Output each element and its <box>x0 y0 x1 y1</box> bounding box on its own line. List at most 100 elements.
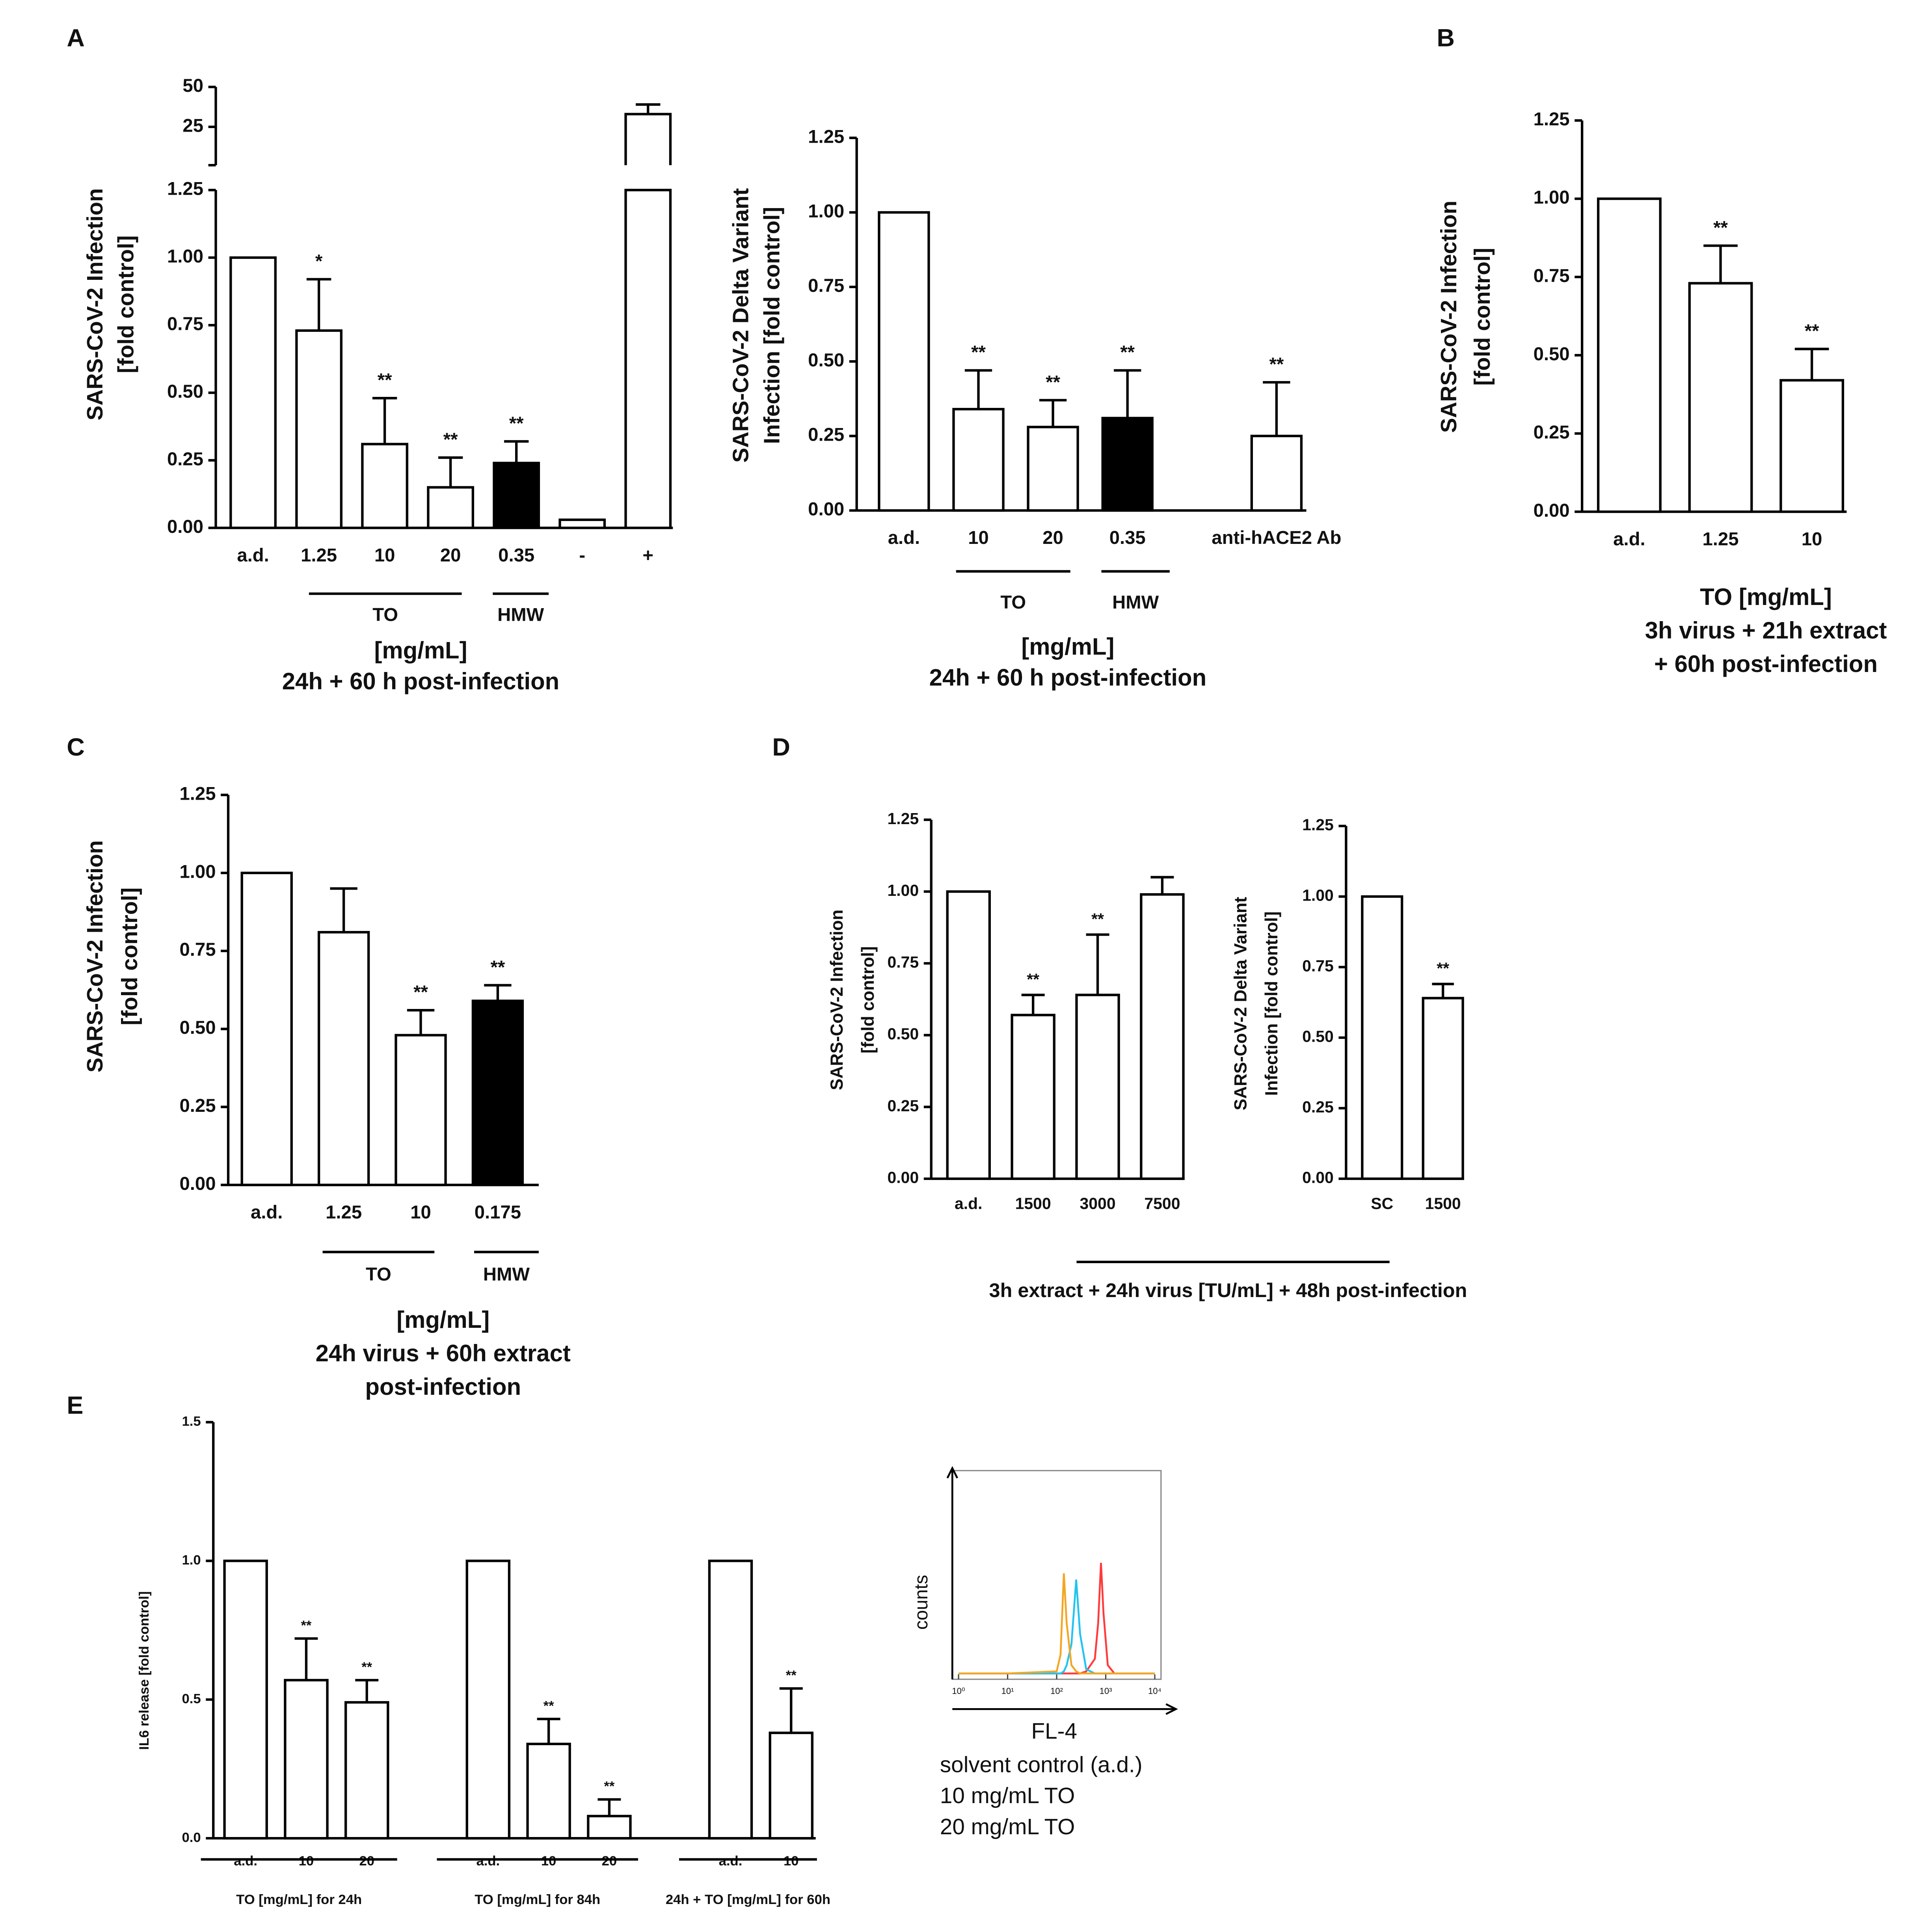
group-label: HMW <box>497 605 544 625</box>
y-tick-label: 1.00 <box>888 881 919 899</box>
group-label: TO <box>372 605 398 625</box>
y-tick-label: 0.25 <box>888 1096 919 1115</box>
y-tick-label: 0.00 <box>888 1169 919 1187</box>
y-tick-label: 0.75 <box>1302 957 1334 975</box>
y-axis-label: SARS-CoV-2 Delta Variant <box>1231 897 1250 1110</box>
x-tick-label: 10¹ <box>1001 1686 1014 1696</box>
y-tick-label: 0.00 <box>167 516 203 537</box>
bar <box>1140 893 1185 1180</box>
significance: ** <box>971 342 986 363</box>
x-tick-label: 1.25 <box>1703 529 1739 549</box>
bar <box>240 871 293 1186</box>
y-tick-label: 0.25 <box>1302 1098 1334 1116</box>
bar <box>344 1701 389 1840</box>
x-tick-label: a.d. <box>955 1195 983 1213</box>
significance: ** <box>1027 970 1039 988</box>
group-label: HMW <box>1112 592 1159 613</box>
bar <box>229 256 277 529</box>
error-bar <box>484 984 512 1001</box>
y-axis-label: Infection [fold control] <box>760 207 785 444</box>
x-tick-label: 10 <box>374 545 395 566</box>
histogram-curve <box>959 1573 1155 1675</box>
y-axis-label: Infection [fold control] <box>1262 911 1281 1096</box>
y-axis-label: SARS-CoV-2 Infection <box>1437 201 1461 433</box>
y-tick-label: 1.25 <box>808 126 844 147</box>
x-tick-label: 20 <box>602 1854 617 1869</box>
x-tick-label: - <box>579 545 585 566</box>
x-tick-label: a.d. <box>476 1854 500 1869</box>
x-tick-label: anti-hACE2 Ab <box>1212 527 1341 548</box>
y-tick-label: 50 <box>182 75 203 96</box>
x-axis-label: TO [mg/mL] <box>1700 584 1832 610</box>
x-tick-label: 7500 <box>1144 1195 1180 1213</box>
x-axis-label: 24h + 60 h post-infection <box>282 668 559 694</box>
error-bar <box>1114 369 1141 418</box>
x-tick-label: 10² <box>1050 1686 1063 1696</box>
panel-label: A <box>67 24 85 52</box>
group-label: 24h + TO [mg/mL] for 60h <box>666 1892 830 1907</box>
y-tick-label: 0.50 <box>1302 1027 1334 1046</box>
bar <box>878 211 930 512</box>
y-tick-label: 1.25 <box>167 179 203 199</box>
error-bar <box>1794 348 1829 380</box>
x-tick-label: 1.25 <box>326 1202 362 1223</box>
bar <box>361 443 408 529</box>
x-tick-label: 0.35 <box>1109 527 1146 548</box>
legend-entry: 10 mg/mL TO <box>940 1783 1075 1808</box>
legend-entry: 20 mg/mL TO <box>940 1815 1075 1839</box>
bar <box>558 518 606 529</box>
significance: ** <box>1269 354 1284 375</box>
bar <box>708 1560 753 1840</box>
group-label: HMW <box>483 1264 530 1285</box>
error-bar <box>1703 244 1738 283</box>
x-tick-label: 10 <box>1802 529 1822 549</box>
x-axis-label: + 60h post-infection <box>1654 651 1878 677</box>
y-axis-label: [fold control] <box>858 946 878 1053</box>
bar <box>1075 994 1120 1180</box>
bar <box>284 1679 329 1840</box>
x-tick-label: 10 <box>410 1202 431 1223</box>
x-axis-label: post-infection <box>365 1374 521 1400</box>
significance: ** <box>604 1779 614 1794</box>
bar <box>427 486 475 529</box>
bar <box>317 931 370 1186</box>
bar <box>465 1560 511 1840</box>
y-tick-label: 1.00 <box>180 861 216 882</box>
y-tick-label: 0.0 <box>182 1830 201 1845</box>
y-tick-label: 0.50 <box>1534 344 1570 365</box>
significance: ** <box>543 1698 554 1713</box>
y-tick-label: 1.00 <box>167 246 203 267</box>
bar <box>471 1000 524 1186</box>
significance: ** <box>413 982 428 1003</box>
error-bar <box>1150 876 1174 895</box>
y-axis-label: [fold control] <box>117 888 142 1026</box>
x-tick-label: 1.25 <box>301 545 337 566</box>
error-bar <box>964 369 992 409</box>
y-axis-label: IL6 release [fold control] <box>137 1591 152 1750</box>
significance: ** <box>786 1668 797 1683</box>
error-bar <box>1086 933 1109 995</box>
x-tick-label: 10³ <box>1100 1686 1112 1696</box>
significance: * <box>315 251 323 272</box>
y-tick-label: 0.5 <box>182 1691 201 1706</box>
y-tick-label: 0.75 <box>888 953 919 971</box>
significance: ** <box>378 370 392 391</box>
bar <box>946 890 991 1180</box>
bar <box>1101 417 1154 512</box>
y-tick-label: 0.00 <box>808 499 844 520</box>
y-tick-label: 0.50 <box>808 350 844 371</box>
y-axis-label: counts <box>911 1575 932 1630</box>
bar <box>587 1815 632 1840</box>
y-tick-label: 0.25 <box>180 1095 216 1116</box>
significance: ** <box>443 429 458 450</box>
bar <box>1361 895 1403 1180</box>
y-axis-label: [fold control] <box>1470 248 1495 386</box>
y-tick-label: 0.50 <box>180 1017 216 1038</box>
x-tick-label: 10 <box>784 1854 799 1869</box>
y-tick-label: 1.00 <box>1534 187 1570 208</box>
y-tick-label: 0.50 <box>167 381 203 402</box>
panel-label: C <box>67 733 85 761</box>
y-tick-label: 0.75 <box>167 314 203 335</box>
y-tick-label: 1.0 <box>182 1552 201 1567</box>
